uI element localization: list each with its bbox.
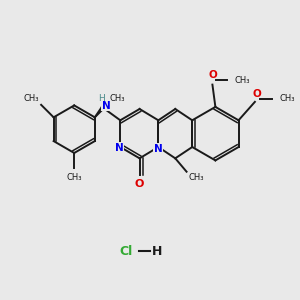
- Text: CH₃: CH₃: [188, 173, 204, 182]
- Text: O: O: [135, 179, 144, 189]
- Text: H: H: [152, 244, 163, 258]
- Text: CH₃: CH₃: [109, 94, 124, 103]
- Text: Cl: Cl: [120, 244, 133, 258]
- Text: N: N: [154, 143, 163, 154]
- Text: O: O: [252, 89, 261, 99]
- Text: CH₃: CH₃: [235, 76, 250, 85]
- Text: CH₃: CH₃: [279, 94, 295, 103]
- Text: N: N: [102, 101, 110, 111]
- Text: CH₃: CH₃: [67, 172, 82, 182]
- Text: O: O: [208, 70, 217, 80]
- Text: CH₃: CH₃: [24, 94, 39, 103]
- Text: N: N: [115, 143, 124, 153]
- Text: H: H: [98, 94, 105, 103]
